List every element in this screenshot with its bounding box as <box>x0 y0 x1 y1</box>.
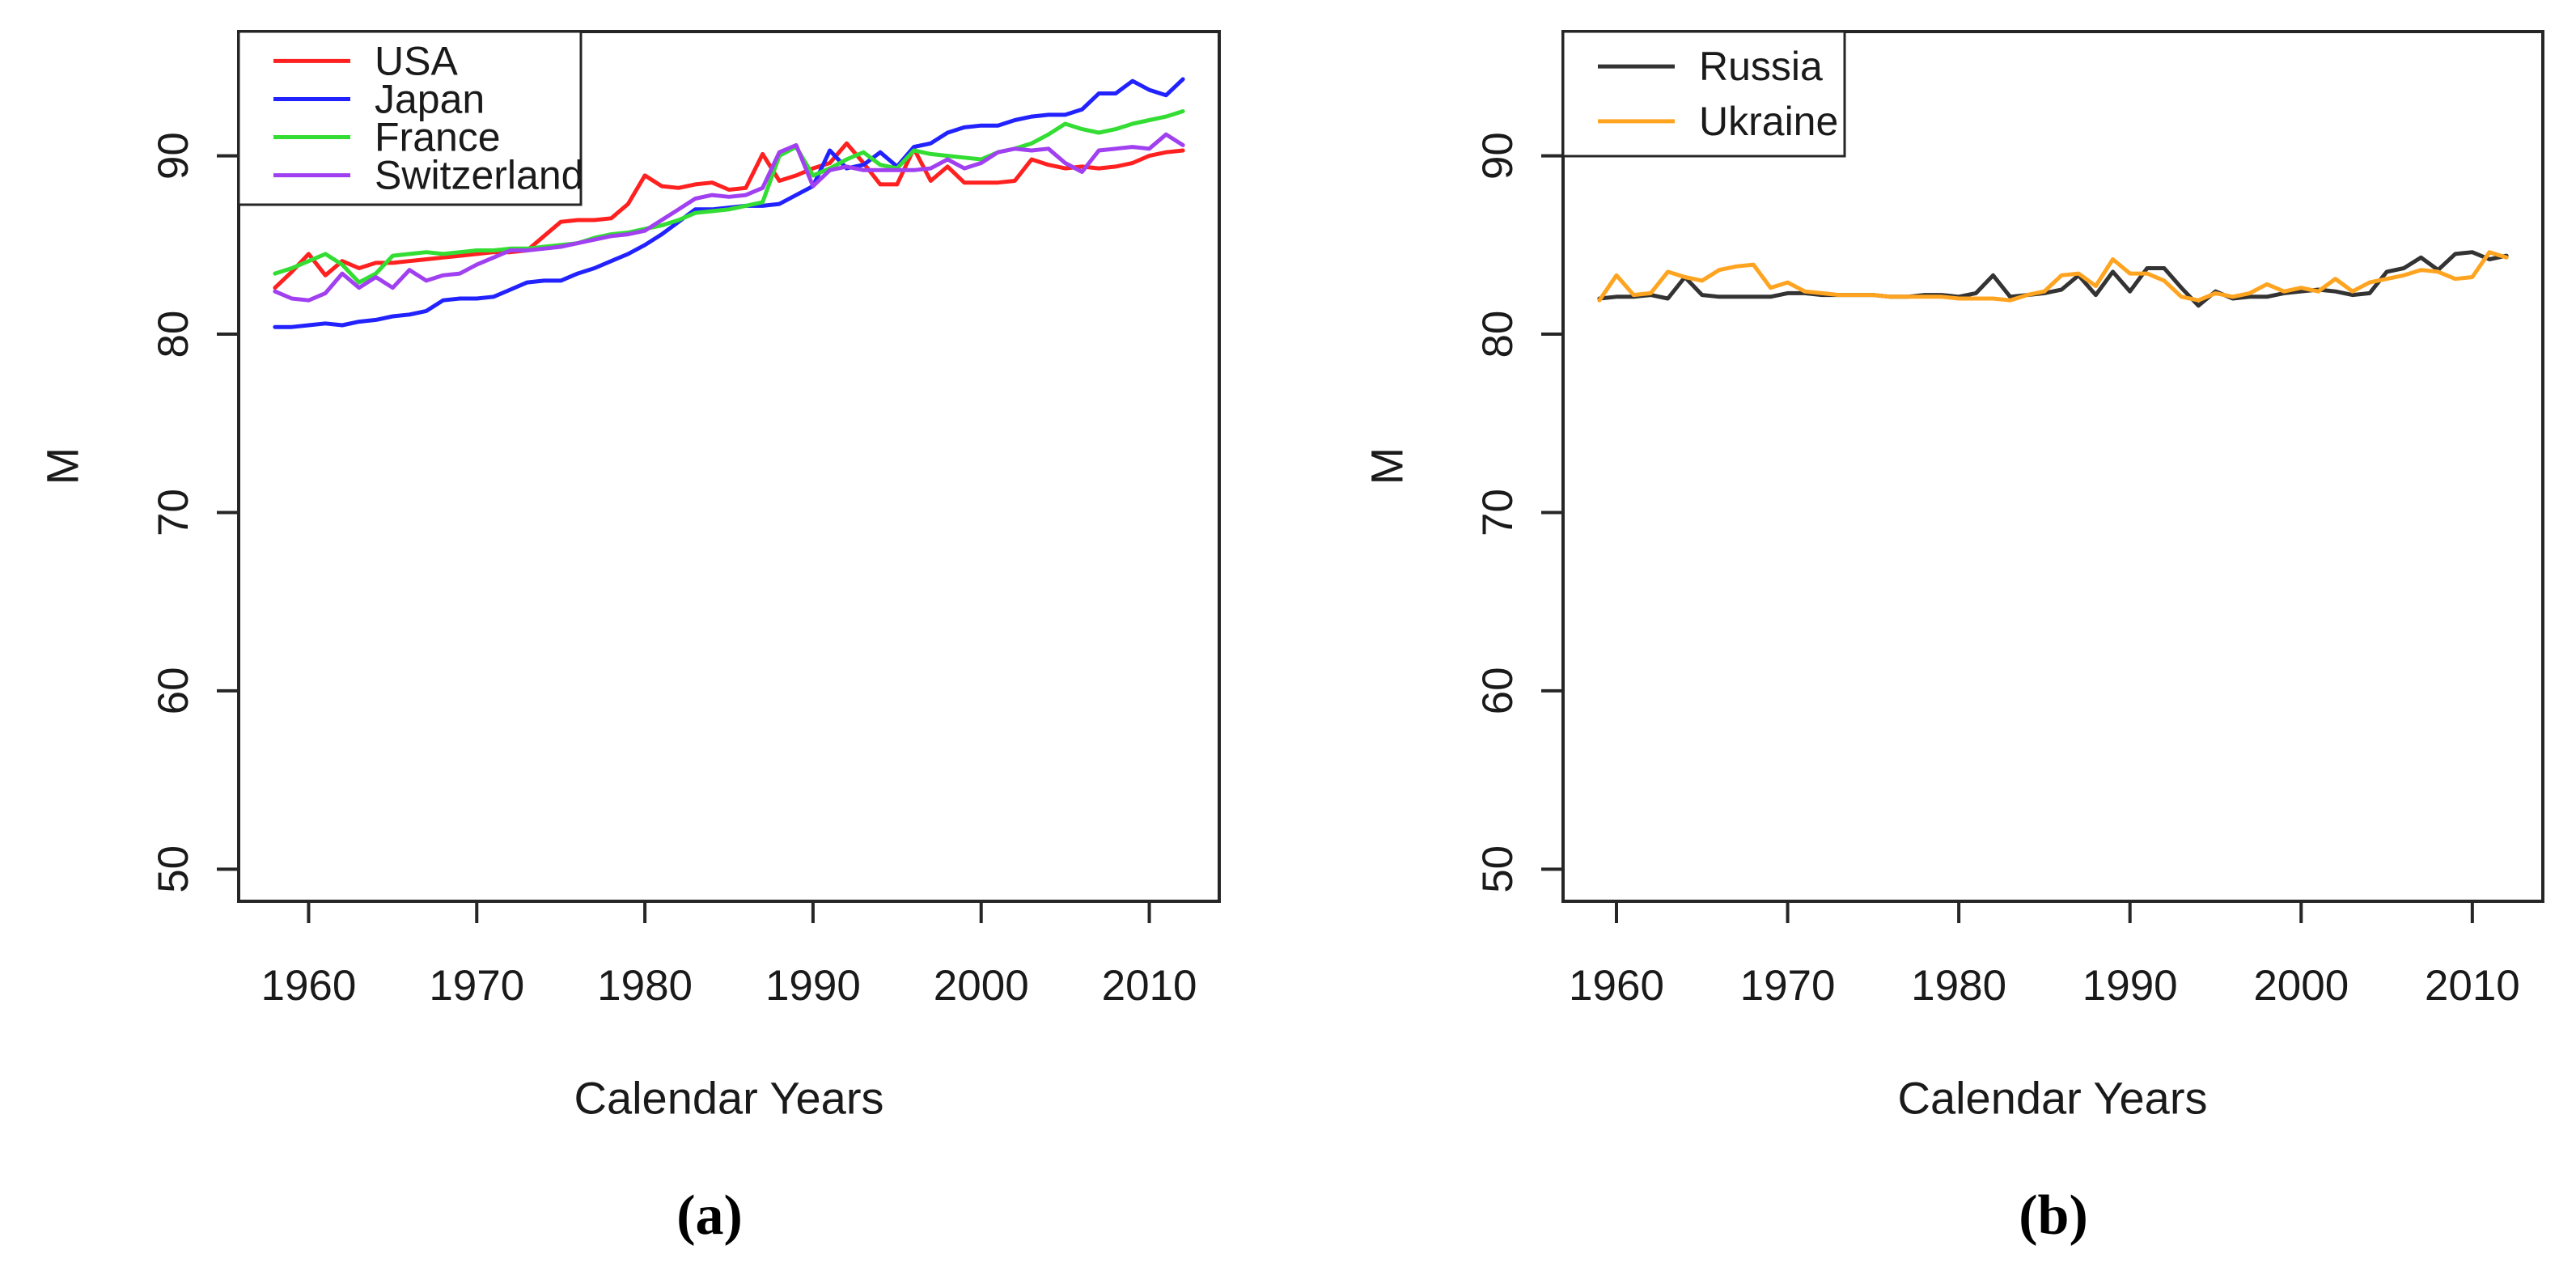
legend-label-russia: Russia <box>1699 44 1823 89</box>
y-tick-label-b: 80 <box>1474 311 1522 358</box>
legend-label-japan: Japan <box>375 76 485 121</box>
y-tick-label-b: 60 <box>1474 667 1522 714</box>
x-tick-label-a: 2010 <box>1102 962 1197 1010</box>
series-line-usa <box>273 141 1185 290</box>
series-line-russia <box>1597 250 2509 308</box>
x-tick-label-a: 2000 <box>934 962 1029 1010</box>
y-tick-label-a: 80 <box>150 311 197 358</box>
x-tick-label-a: 1990 <box>765 962 861 1010</box>
legend-box-b <box>1561 30 1846 158</box>
x-tick-label-a: 1970 <box>429 962 524 1010</box>
y-tick-label-a: 50 <box>150 845 197 893</box>
y-tick-label-a: 70 <box>150 489 197 536</box>
x-axis-title-panel-a: Calendar Years <box>574 1072 884 1124</box>
series-line-france <box>273 109 1185 285</box>
series-line-ukraine <box>1597 250 2509 303</box>
plot-border-b <box>1561 30 2544 903</box>
x-tick-label-b: 1990 <box>2082 962 2178 1010</box>
x-tick-label-b: 1960 <box>1569 962 1664 1010</box>
caption-panel-b: (b) <box>2019 1184 2088 1247</box>
y-tick-label-a: 60 <box>150 667 197 714</box>
y-tick-label-b: 70 <box>1474 489 1522 536</box>
y-tick-label-b: 50 <box>1474 845 1522 893</box>
x-tick-label-b: 1970 <box>1740 962 1836 1010</box>
legend-label-france: France <box>375 115 501 160</box>
x-axis-title-panel-b: Calendar Years <box>1897 1072 2208 1124</box>
legend-label-usa: USA <box>375 38 458 83</box>
y-axis-title-panel-a: M <box>36 447 88 485</box>
plot-border-a <box>237 30 1221 903</box>
x-tick-label-b: 1980 <box>1911 962 2006 1010</box>
series-line-switzerland <box>273 132 1185 303</box>
y-tick-label-b: 90 <box>1474 132 1522 180</box>
x-tick-label-b: 2000 <box>2253 962 2349 1010</box>
x-tick-label-a: 1960 <box>261 962 356 1010</box>
legend-label-switzerland: Switzerland <box>375 153 583 198</box>
x-tick-label-b: 2010 <box>2425 962 2520 1010</box>
y-axis-title-panel-b: M <box>1361 447 1413 485</box>
y-tick-label-a: 90 <box>150 132 197 180</box>
legend-label-ukraine: Ukraine <box>1699 99 1838 144</box>
caption-panel-a: (a) <box>676 1184 743 1247</box>
x-tick-label-a: 1980 <box>597 962 693 1010</box>
